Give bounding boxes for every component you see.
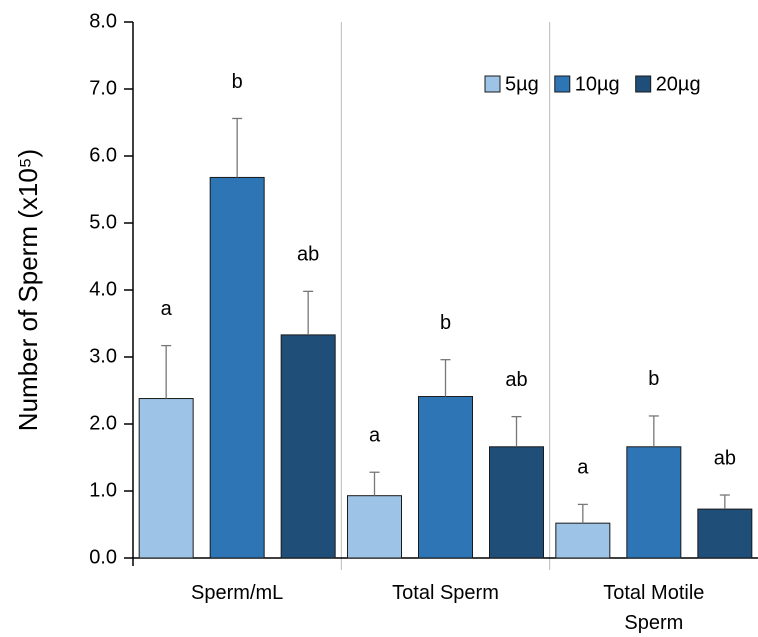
bar	[138, 398, 194, 559]
y-tick-label: 4.0	[89, 278, 117, 300]
y-tick-label: 5.0	[89, 211, 117, 233]
y-tick-label: 3.0	[89, 345, 117, 367]
significance-letter: ab	[714, 447, 736, 469]
significance-letter: b	[232, 71, 243, 93]
significance-letter: b	[648, 368, 659, 390]
significance-letter: ab	[505, 369, 527, 391]
x-tick-label: Total Motile Sperm	[603, 582, 705, 634]
legend-swatch	[484, 75, 501, 93]
legend-label: 20µg	[656, 73, 701, 95]
y-tick-label: 1.0	[89, 479, 117, 501]
x-tick-label: Total Sperm	[392, 582, 499, 604]
legend-swatch	[554, 75, 571, 93]
legend-swatch	[635, 75, 652, 93]
significance-letter: a	[161, 298, 173, 320]
legend-label: 5µg	[505, 73, 539, 95]
bar	[347, 495, 402, 559]
legend-label: 10µg	[575, 73, 620, 95]
bar	[555, 522, 611, 559]
y-axis-title: Number of Sperm (x10⁵)	[13, 149, 43, 431]
bar	[209, 176, 265, 559]
y-tick-label: 2.0	[89, 412, 117, 434]
significance-letter: ab	[297, 244, 319, 266]
y-tick-label: 7.0	[89, 77, 117, 99]
significance-letter: a	[369, 425, 381, 447]
x-tick-label: Sperm/mL	[191, 582, 284, 604]
y-tick-label: 8.0	[89, 10, 117, 32]
significance-letter: a	[577, 457, 589, 479]
bar	[418, 396, 473, 559]
y-tick-label: 6.0	[89, 144, 117, 166]
bar	[626, 446, 682, 559]
significance-letter: b	[440, 312, 451, 334]
bar	[489, 446, 544, 559]
bar	[280, 334, 336, 559]
y-tick-label: 0.0	[89, 546, 117, 568]
bar	[697, 508, 753, 559]
